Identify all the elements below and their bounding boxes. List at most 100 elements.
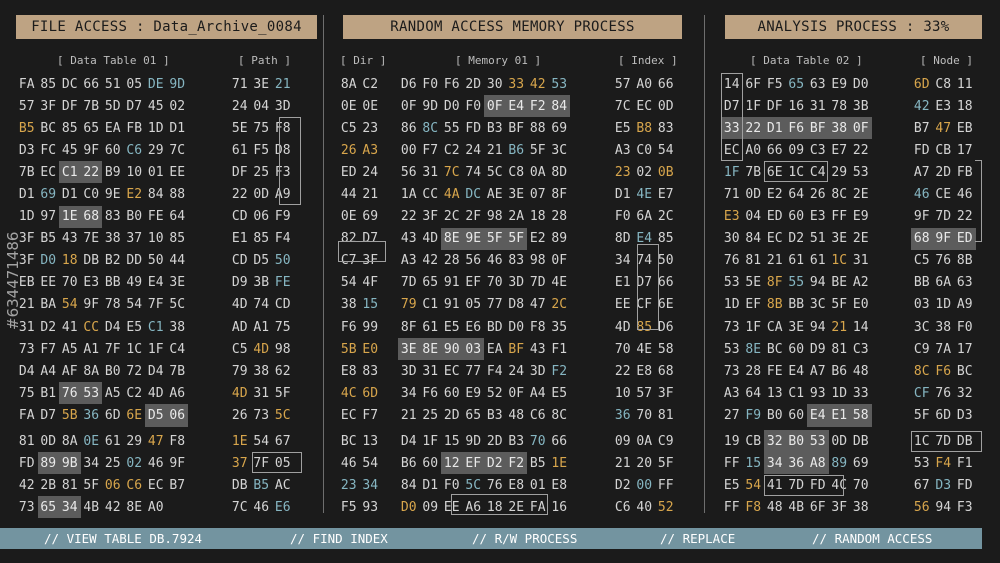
hex-cell: 7F bbox=[104, 341, 121, 357]
hex-cell: 65 bbox=[465, 407, 482, 423]
hex-cell: 4F bbox=[362, 275, 379, 291]
hex-cell: 38 bbox=[828, 117, 850, 140]
hex-cell: 54 bbox=[657, 142, 674, 158]
hex-cell: 53 bbox=[551, 76, 568, 92]
hex-cell: 16 bbox=[788, 98, 805, 114]
hex-cell: 7A bbox=[935, 341, 952, 357]
hex-cell: F6 bbox=[935, 363, 952, 379]
hex-cell: 48 bbox=[508, 407, 525, 423]
hex-cell: A8 bbox=[807, 452, 829, 475]
hex-cell: 81 bbox=[745, 253, 762, 269]
hex-cell: 70 bbox=[529, 433, 546, 449]
hex-cell: 5E bbox=[231, 120, 248, 136]
hex-cell: 7D bbox=[788, 477, 805, 493]
find-index-command[interactable]: // FIND INDEX bbox=[290, 531, 388, 546]
hex-cell: 3F bbox=[18, 253, 35, 269]
hex-cell: DB bbox=[956, 433, 973, 449]
hex-cell: F2 bbox=[505, 452, 527, 475]
hex-cell: AE bbox=[486, 187, 503, 203]
hex-cell: 66 bbox=[83, 76, 100, 92]
hex-cell: 85 bbox=[657, 231, 674, 247]
hex-cell: 1C bbox=[831, 253, 848, 269]
hex-cell: 81 bbox=[657, 407, 674, 423]
hex-cell: EB bbox=[18, 275, 35, 291]
hex-cell: 38 bbox=[340, 297, 357, 313]
hex-cell: B7 bbox=[169, 477, 186, 493]
hex-cell: 3C bbox=[913, 319, 930, 335]
hex-cell: D4 bbox=[147, 363, 164, 379]
hex-cell: F8 bbox=[529, 319, 546, 335]
hex-cell: 48 bbox=[852, 363, 869, 379]
hex-cell: 28 bbox=[745, 363, 762, 379]
hex-cell: FB bbox=[126, 120, 143, 136]
hex-cell: D7 bbox=[723, 98, 740, 114]
hex-cell: 29 bbox=[126, 433, 143, 449]
hex-cell: 03 bbox=[913, 297, 930, 313]
hex-cell: E0 bbox=[362, 341, 379, 357]
hex-cell: 28 bbox=[551, 209, 568, 225]
hex-cell: 34 bbox=[764, 452, 786, 475]
hex-cell: B3 bbox=[486, 120, 503, 136]
replace-command[interactable]: // REPLACE bbox=[660, 531, 736, 546]
node-lower-grid: 1C 7D DB 53 F4 F1 67 D3 FD 56 94 F3 bbox=[911, 430, 976, 518]
hex-cell: 81 bbox=[18, 433, 35, 449]
hex-cell: C9 bbox=[657, 433, 674, 449]
hex-cell: 84 bbox=[147, 187, 164, 203]
hex-cell: C9 bbox=[913, 341, 930, 357]
hex-cell: 06 bbox=[166, 404, 188, 427]
hex-cell: A0 bbox=[147, 499, 164, 515]
hex-cell: 8D bbox=[551, 164, 568, 180]
hex-cell: D4 bbox=[400, 433, 417, 449]
hex-cell: 17 bbox=[956, 142, 973, 158]
hex-cell: 38 bbox=[253, 363, 270, 379]
hex-cell: 3F bbox=[657, 385, 674, 401]
hex-cell: 4E bbox=[636, 341, 653, 357]
hex-cell: 70 bbox=[852, 477, 869, 493]
hex-cell: 0F bbox=[508, 385, 525, 401]
hex-cell: 24 bbox=[231, 98, 248, 114]
rw-process-command[interactable]: // R/W PROCESS bbox=[472, 531, 578, 546]
hex-cell: E2 bbox=[766, 187, 783, 203]
random-access-command[interactable]: // RANDOM ACCESS bbox=[812, 531, 933, 546]
hex-cell: 3B bbox=[253, 275, 270, 291]
hex-cell: 46 bbox=[147, 455, 164, 471]
view-table-command[interactable]: // VIEW TABLE DB.7924 bbox=[44, 531, 203, 546]
hex-cell: C4 bbox=[169, 341, 186, 357]
hex-cell: 77 bbox=[486, 297, 503, 313]
hex-cell: 50 bbox=[147, 253, 164, 269]
memory-01-grid: D6 F0 F6 2D 30 33 42 53 0F 9D D0 F0 0F E4 F2 84 86 8C 55 FD… bbox=[398, 73, 570, 427]
hex-cell: 84 bbox=[548, 95, 570, 118]
hex-cell: 8C bbox=[913, 363, 930, 379]
hex-cell: B0 bbox=[126, 209, 143, 225]
hex-cell: 00 bbox=[400, 142, 417, 158]
hex-cell: 42 bbox=[422, 253, 439, 269]
hex-cell: 22 bbox=[80, 161, 102, 184]
hex-cell: 24 bbox=[362, 164, 379, 180]
hex-cell: 21 bbox=[831, 319, 848, 335]
hex-cell: 42 bbox=[529, 76, 546, 92]
hex-cell: 10 bbox=[147, 231, 164, 247]
hex-cell: F7 bbox=[40, 341, 57, 357]
index-grid: 57 A0 66 7C EC 0D E5 B8 83 A3 C0 54 23 02 0B D1 4E E7 F0 6A… bbox=[612, 73, 677, 427]
hex-cell: 60 bbox=[422, 455, 439, 471]
hex-cell: 72 bbox=[126, 363, 143, 379]
hex-cell: 81 bbox=[61, 477, 78, 493]
hex-cell: B5 bbox=[40, 231, 57, 247]
hex-cell: 60 bbox=[443, 385, 460, 401]
hex-cell: 42 bbox=[104, 499, 121, 515]
hex-cell: 56 bbox=[400, 164, 417, 180]
hex-cell: 23 bbox=[340, 477, 357, 493]
hex-cell: 22 bbox=[231, 187, 248, 203]
hex-cell: 61 bbox=[104, 433, 121, 449]
hex-cell: 75 bbox=[274, 319, 291, 335]
hex-cell: 46 bbox=[956, 187, 973, 203]
hex-cell: 3D bbox=[400, 363, 417, 379]
hex-cell: 22 bbox=[852, 142, 869, 158]
hex-cell: E5 bbox=[126, 319, 143, 335]
hex-cell: B1 bbox=[40, 385, 57, 401]
hex-cell: EE bbox=[169, 164, 186, 180]
hex-cell: D4 bbox=[18, 363, 35, 379]
hex-cell: 3D bbox=[274, 98, 291, 114]
hex-cell: 46 bbox=[253, 499, 270, 515]
hex-cell: 98 bbox=[529, 253, 546, 269]
